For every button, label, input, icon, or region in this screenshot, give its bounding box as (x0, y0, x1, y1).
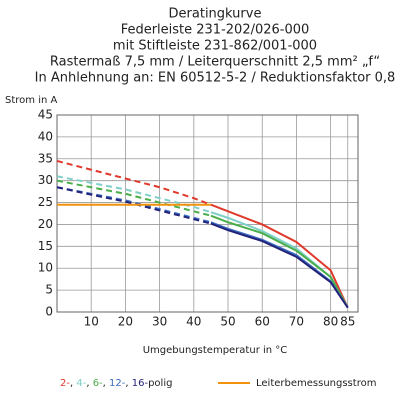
series-line (210, 211, 349, 309)
legend: 2-, 4-, 6-, 12-, 16-polig (60, 378, 172, 389)
y-tick-label: 5 (45, 283, 53, 297)
x-axis-label: Umgebungstemperatur in °C (143, 345, 288, 356)
legend-entry: 4- (76, 378, 86, 389)
legend-separator: , (86, 378, 92, 389)
x-tick-label: 40 (186, 315, 201, 329)
series-line-dashed (56, 175, 212, 214)
legend-entry: 16- (132, 378, 149, 389)
x-tick-label: 30 (152, 315, 167, 329)
legend-entry: 12- (109, 378, 126, 389)
series-line-dashed (56, 186, 212, 224)
legend-entry: 6- (93, 378, 103, 389)
y-tick-label: 0 (45, 305, 53, 319)
legend-suffix: polig (148, 378, 172, 389)
legend-separator: , (70, 378, 76, 389)
legend-separator: , (103, 378, 109, 389)
chart-title: mit Stiftleiste 231-862/001-000 (113, 39, 317, 54)
y-tick-label: 25 (38, 195, 53, 209)
x-tick-label: 60 (255, 315, 270, 329)
legend-entry: Leiterbemessungsstrom (256, 378, 376, 389)
y-tick-label: 45 (38, 108, 53, 122)
series-line (210, 214, 349, 309)
x-tick-label: 70 (289, 315, 304, 329)
y-tick-label: 40 (38, 129, 53, 143)
x-tick-label: 85 (340, 315, 355, 329)
x-tick-label: 50 (220, 315, 235, 329)
chart-title: Federleiste 231-202/026-000 (121, 23, 310, 38)
y-tick-label: 30 (38, 173, 53, 187)
chart-title: In Anhlehnung an: EN 60512-5-2 / Redukti… (35, 71, 396, 86)
y-tick-label: 20 (38, 217, 53, 231)
legend-entry: 2- (60, 378, 70, 389)
series-line-dashed (56, 186, 212, 225)
x-tick-label: 10 (84, 315, 99, 329)
plot-frame (56, 114, 359, 313)
x-tick-label: 80 (323, 315, 338, 329)
series-line (210, 222, 349, 309)
chart-title: Rastermaß 7,5 mm / Leiterquerschnitt 2,5… (50, 55, 380, 70)
series-line (210, 221, 349, 309)
y-tick-label: 15 (38, 239, 53, 253)
series-line-dashed (56, 159, 212, 206)
legend-separator: , (125, 378, 131, 389)
series-line (210, 203, 349, 309)
x-tick-label: 20 (118, 315, 133, 329)
y-tick-label: 10 (38, 261, 53, 275)
y-axis-label: Strom in A (5, 95, 57, 106)
chart-title: Deratingkurve (169, 7, 262, 22)
y-tick-label: 35 (38, 151, 53, 165)
series-line-dashed (56, 179, 212, 217)
